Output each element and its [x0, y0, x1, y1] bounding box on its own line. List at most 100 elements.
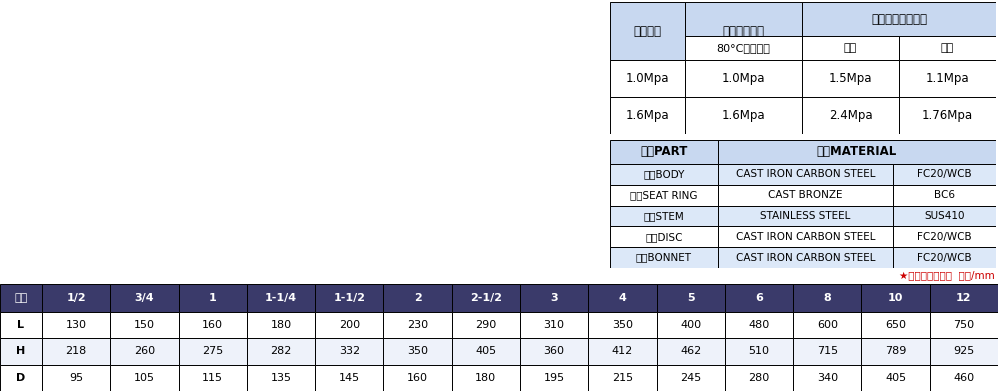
Bar: [657, 365, 725, 391]
Text: 3/4: 3/4: [135, 293, 155, 303]
Bar: [685, 2, 802, 60]
Bar: [930, 284, 998, 312]
Text: 座環SEAT RING: 座環SEAT RING: [631, 190, 698, 200]
Bar: [893, 164, 996, 185]
Text: D: D: [16, 373, 26, 383]
Text: 195: 195: [544, 373, 565, 383]
Text: 1/2: 1/2: [66, 293, 86, 303]
Text: 480: 480: [748, 320, 769, 330]
Text: 1.6Mpa: 1.6Mpa: [722, 109, 765, 122]
Text: 1.0Mpa: 1.0Mpa: [626, 72, 670, 85]
Text: 10: 10: [888, 293, 903, 303]
Bar: [861, 284, 930, 312]
Text: 最高使用壓力: 最高使用壓力: [723, 25, 764, 38]
Bar: [802, 60, 899, 97]
Bar: [383, 312, 452, 338]
Text: 閥座: 閥座: [941, 43, 954, 53]
Bar: [610, 226, 718, 247]
Bar: [685, 36, 802, 60]
Text: 160: 160: [203, 320, 224, 330]
Bar: [802, 2, 996, 36]
Text: 218: 218: [66, 346, 87, 357]
Bar: [452, 284, 520, 312]
Bar: [315, 338, 383, 365]
Text: 1.6Mpa: 1.6Mpa: [626, 109, 670, 122]
Text: 試驗壓力（水壓）: 試驗壓力（水壓）: [871, 13, 927, 25]
Bar: [315, 284, 383, 312]
Bar: [315, 365, 383, 391]
Text: 405: 405: [475, 346, 496, 357]
Text: SUS410: SUS410: [924, 211, 965, 221]
Text: 230: 230: [407, 320, 428, 330]
Bar: [111, 338, 179, 365]
Bar: [42, 312, 111, 338]
Bar: [725, 365, 793, 391]
Text: H: H: [16, 346, 26, 357]
Text: 600: 600: [816, 320, 837, 330]
Text: 180: 180: [270, 320, 291, 330]
Bar: [383, 338, 452, 365]
Text: 135: 135: [270, 373, 291, 383]
Bar: [0, 312, 42, 338]
Bar: [893, 185, 996, 206]
Text: 145: 145: [338, 373, 360, 383]
Text: 245: 245: [680, 373, 702, 383]
Bar: [685, 60, 802, 97]
Text: FC20/WCB: FC20/WCB: [917, 253, 972, 263]
Bar: [247, 338, 315, 365]
Text: 8: 8: [823, 293, 831, 303]
Bar: [179, 365, 247, 391]
Bar: [725, 312, 793, 338]
Bar: [520, 365, 588, 391]
Bar: [452, 365, 520, 391]
Bar: [930, 365, 998, 391]
Bar: [793, 312, 861, 338]
Text: 5: 5: [687, 293, 695, 303]
Text: 215: 215: [612, 373, 633, 383]
Text: 閥體BODY: 閥體BODY: [644, 169, 685, 179]
Text: 405: 405: [885, 373, 906, 383]
Bar: [610, 247, 718, 268]
Text: 12: 12: [956, 293, 972, 303]
Text: 1.1Mpa: 1.1Mpa: [926, 72, 969, 85]
Bar: [610, 97, 685, 134]
Bar: [861, 338, 930, 365]
Bar: [930, 312, 998, 338]
Text: 零件PART: 零件PART: [641, 145, 688, 158]
Text: 750: 750: [953, 320, 974, 330]
Bar: [179, 338, 247, 365]
Text: 275: 275: [202, 346, 224, 357]
Text: 180: 180: [475, 373, 496, 383]
Bar: [383, 365, 452, 391]
Text: 6: 6: [755, 293, 762, 303]
Bar: [111, 365, 179, 391]
Text: 200: 200: [338, 320, 360, 330]
Bar: [685, 97, 802, 134]
Bar: [718, 226, 893, 247]
Text: 350: 350: [407, 346, 428, 357]
Bar: [0, 365, 42, 391]
Bar: [802, 36, 899, 60]
Text: 280: 280: [748, 373, 769, 383]
Text: 尺寸: 尺寸: [14, 293, 28, 303]
Text: CAST BRONZE: CAST BRONZE: [768, 190, 842, 200]
Text: 4: 4: [619, 293, 627, 303]
Bar: [893, 206, 996, 226]
Text: 715: 715: [816, 346, 838, 357]
Text: 350: 350: [612, 320, 633, 330]
Text: 290: 290: [475, 320, 496, 330]
Text: FC20/WCB: FC20/WCB: [917, 232, 972, 242]
Bar: [452, 312, 520, 338]
Bar: [893, 226, 996, 247]
Bar: [610, 185, 718, 206]
Bar: [0, 338, 42, 365]
Text: 1.0Mpa: 1.0Mpa: [722, 72, 765, 85]
Text: 1.5Mpa: 1.5Mpa: [828, 72, 872, 85]
Bar: [861, 312, 930, 338]
Bar: [0, 284, 42, 312]
Bar: [899, 97, 996, 134]
Bar: [588, 312, 657, 338]
Bar: [861, 365, 930, 391]
Bar: [610, 2, 685, 60]
Text: L: L: [18, 320, 25, 330]
